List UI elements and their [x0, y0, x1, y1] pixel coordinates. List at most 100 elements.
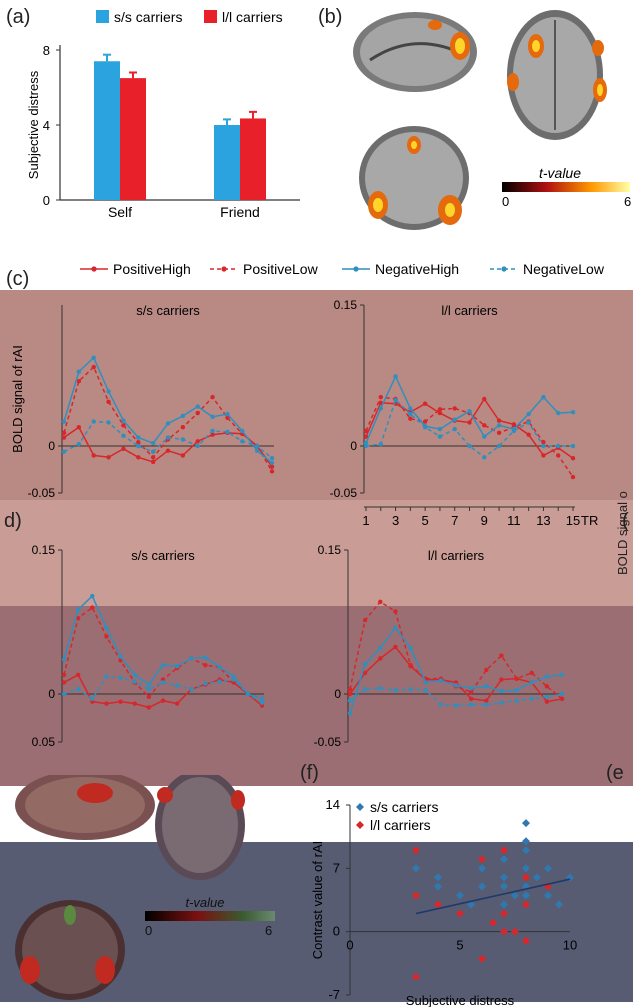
data-point: [160, 698, 166, 703]
data-point: [422, 401, 428, 406]
data-point: [408, 406, 413, 411]
data-point: [544, 694, 550, 700]
data-point: [393, 374, 398, 379]
chart-f: -7 0 7 14 0 5 10 Contrast value of rAI Subjectiv…: [310, 797, 577, 1007]
y-axis-label: BOLD signal of rAI: [10, 345, 25, 453]
legend-label: NegativeHigh: [375, 261, 459, 277]
data-point: [91, 355, 96, 360]
y-tick-label: -0.05: [314, 735, 342, 749]
data-point: [570, 474, 576, 480]
data-point: [541, 394, 546, 400]
data-point: [118, 699, 123, 704]
x-tick-label: 0: [346, 938, 353, 953]
panel-label-e: (e: [606, 762, 624, 784]
legend-swatch: [204, 10, 217, 23]
data-point: [146, 705, 152, 710]
data-point: [544, 699, 550, 704]
x-tick-label: 13: [536, 513, 550, 528]
data-point: [452, 406, 457, 411]
data-point: [526, 420, 531, 425]
data-point: [61, 672, 67, 677]
t-value-colorbar: [502, 182, 630, 192]
scatter-point: [478, 882, 486, 891]
y-tick-label: 0: [334, 687, 341, 701]
data-point: [511, 428, 517, 434]
data-point: [91, 453, 96, 458]
legend-label: l/l carriers: [370, 817, 431, 833]
y-tick-label: -0.05: [28, 486, 56, 500]
y-tick-label: 0.15: [32, 543, 56, 557]
data-point: [225, 411, 230, 417]
data-point: [269, 460, 275, 466]
t-value-label: t-value: [539, 165, 581, 181]
data-point: [393, 644, 398, 650]
data-point: [570, 456, 576, 461]
series-line: [365, 398, 573, 459]
scatter-point: [434, 873, 442, 882]
data-point: [453, 683, 459, 688]
series-line: [63, 356, 273, 464]
t-value-max: 6: [624, 194, 631, 209]
data-point: [150, 455, 156, 460]
scatter-point: [478, 855, 486, 864]
data-point: [529, 670, 534, 676]
chart-title: s/s carriers: [131, 548, 195, 563]
data-point: [90, 593, 95, 599]
background-band-c: [0, 290, 633, 500]
data-point: [496, 423, 502, 428]
data-point: [150, 449, 156, 454]
data-point: [468, 689, 474, 695]
data-point: [240, 428, 245, 434]
panel-label-c: (c): [6, 268, 30, 290]
x-axis-label: TR: [581, 513, 598, 528]
series-line: [63, 606, 263, 700]
y-tick-label: 0: [43, 193, 50, 208]
legend-marker: [91, 266, 97, 272]
y-tick-label: 8: [43, 43, 50, 58]
scatter-point: [500, 927, 508, 936]
data-point: [61, 691, 67, 697]
data-point: [165, 421, 171, 426]
data-point: [104, 625, 109, 630]
data-point: [526, 432, 531, 437]
x-tick-label: 5: [422, 513, 429, 528]
scatter-point: [544, 864, 552, 873]
data-point: [362, 687, 368, 692]
x-tick-label: Self: [108, 204, 132, 220]
data-point: [104, 634, 109, 639]
data-point: [468, 686, 474, 691]
y-tick-label: 4: [43, 118, 50, 133]
data-point: [76, 441, 82, 447]
data-point: [104, 701, 109, 706]
data-point: [496, 430, 502, 436]
data-point: [121, 446, 126, 452]
bar: [94, 61, 120, 200]
data-point: [363, 428, 369, 434]
data-point: [217, 664, 222, 670]
scatter-point: [412, 864, 420, 873]
data-point: [259, 700, 265, 705]
data-point: [499, 700, 504, 705]
data-point: [526, 411, 531, 417]
data-point: [541, 443, 546, 449]
data-point: [245, 691, 251, 697]
data-point: [559, 691, 565, 697]
charts-d: 0.05 0 0.15 s/s carriers -0.05 0 0.15 l/l carri…: [32, 543, 565, 749]
data-point: [210, 432, 215, 437]
brain-sagittal-image: [353, 12, 477, 92]
data-point: [362, 670, 368, 676]
data-point: [180, 413, 186, 419]
data-point: [269, 469, 275, 474]
series-line: [365, 397, 574, 459]
data-point: [362, 617, 368, 623]
data-point: [165, 435, 171, 440]
legend-marker: [356, 821, 364, 829]
y-tick-label: 0: [48, 687, 55, 701]
data-point: [174, 663, 180, 669]
data-point: [570, 443, 576, 449]
chart-title: l/l carriers: [428, 548, 485, 563]
x-tick-label: Friend: [220, 204, 260, 220]
data-point: [378, 599, 383, 605]
data-point: [240, 439, 245, 444]
data-point: [254, 443, 260, 449]
